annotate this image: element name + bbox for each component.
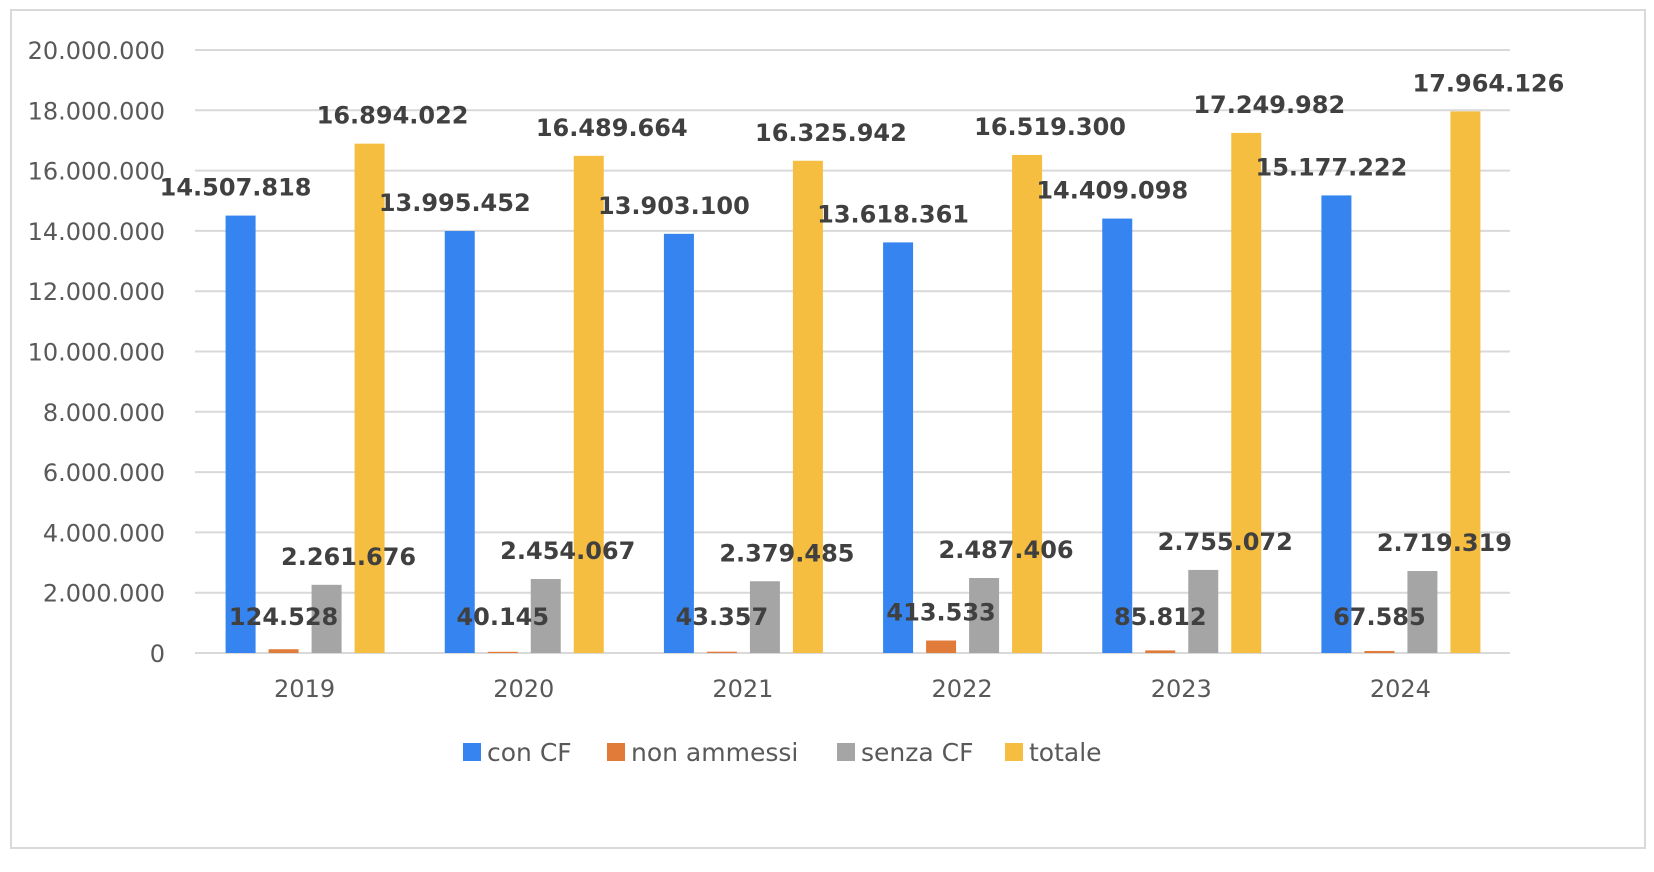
bar-totale bbox=[1450, 111, 1481, 654]
data-label: 2.487.406 bbox=[939, 536, 1074, 564]
data-label: 16.894.022 bbox=[317, 102, 469, 130]
legend-label: con CF bbox=[487, 738, 572, 767]
y-tick-label: 16.000.000 bbox=[28, 158, 165, 186]
data-label: 85.812 bbox=[1114, 603, 1207, 631]
data-label: 2.261.676 bbox=[281, 543, 416, 571]
y-axis-ticks: 0 2.000.000 4.000.000 6.000.000 8.000.000 10.… bbox=[28, 37, 165, 668]
data-label: 17.249.982 bbox=[1193, 91, 1345, 119]
legend-swatch bbox=[463, 743, 481, 761]
data-label: 16.519.300 bbox=[974, 113, 1126, 141]
bar-senza-CF bbox=[1407, 571, 1438, 653]
x-tick-label: 2022 bbox=[932, 675, 993, 703]
bar-non-ammessi bbox=[706, 651, 737, 653]
legend-label: totale bbox=[1029, 738, 1102, 767]
y-tick-label: 10.000.000 bbox=[28, 339, 165, 367]
bar-senza-CF bbox=[749, 581, 780, 653]
data-label: 13.995.452 bbox=[379, 189, 531, 217]
x-tick-label: 2024 bbox=[1370, 675, 1431, 703]
bar-non-ammessi bbox=[1145, 650, 1176, 653]
legend-swatch bbox=[1005, 743, 1023, 761]
data-label: 17.964.126 bbox=[1413, 69, 1565, 97]
data-label: 15.177.222 bbox=[1256, 153, 1408, 181]
data-label: 2.454.067 bbox=[500, 537, 635, 565]
x-tick-label: 2020 bbox=[493, 675, 554, 703]
x-tick-label: 2023 bbox=[1151, 675, 1212, 703]
data-label: 124.528 bbox=[229, 603, 338, 631]
bar-senza-CF bbox=[969, 578, 1000, 653]
y-tick-label: 14.000.000 bbox=[28, 218, 165, 246]
legend-swatch bbox=[607, 743, 625, 761]
bar-con-CF bbox=[225, 215, 256, 653]
data-label: 2.379.485 bbox=[719, 539, 854, 567]
legend-swatch bbox=[837, 743, 855, 761]
bar-con-CF bbox=[1321, 195, 1352, 654]
bar-non-ammessi bbox=[926, 640, 957, 653]
y-tick-label: 2.000.000 bbox=[43, 580, 165, 608]
bar-non-ammessi bbox=[1364, 650, 1395, 653]
y-tick-label: 6.000.000 bbox=[43, 459, 165, 487]
data-label: 16.489.664 bbox=[536, 114, 688, 142]
data-label: 413.533 bbox=[886, 599, 995, 627]
y-tick-label: 0 bbox=[150, 640, 165, 668]
bar-senza-CF bbox=[311, 584, 342, 653]
y-tick-label: 20.000.000 bbox=[28, 37, 165, 65]
bar-totale bbox=[1231, 132, 1262, 654]
bar-con-CF bbox=[444, 231, 475, 654]
bar-con-CF bbox=[663, 233, 694, 653]
chart-frame bbox=[10, 9, 1646, 849]
data-label: 40.145 bbox=[456, 603, 549, 631]
bar-non-ammessi bbox=[487, 651, 518, 653]
x-tick-label: 2021 bbox=[712, 675, 773, 703]
bar-non-ammessi bbox=[268, 649, 299, 653]
y-tick-label: 8.000.000 bbox=[43, 399, 165, 427]
y-tick-label: 4.000.000 bbox=[43, 519, 165, 547]
x-tick-label: 2019 bbox=[274, 675, 335, 703]
bar-senza-CF bbox=[1188, 569, 1219, 653]
data-label: 14.409.098 bbox=[1036, 177, 1188, 205]
data-label: 16.325.942 bbox=[755, 119, 907, 147]
bar-senza-CF bbox=[530, 579, 561, 653]
bar-con-CF bbox=[883, 242, 914, 653]
data-label: 2.719.319 bbox=[1377, 529, 1512, 557]
data-label: 14.507.818 bbox=[160, 174, 312, 202]
data-label: 13.903.100 bbox=[598, 192, 750, 220]
data-label: 13.618.361 bbox=[817, 200, 969, 228]
x-axis-ticks: 2019 2020 2021 2022 2023 2024 bbox=[274, 675, 1431, 703]
y-tick-label: 18.000.000 bbox=[28, 97, 165, 125]
bar-totale bbox=[354, 143, 385, 653]
data-label: 2.755.072 bbox=[1158, 528, 1293, 556]
data-label: 67.585 bbox=[1333, 603, 1426, 631]
legend: con CF non ammessi senza CF totale bbox=[463, 738, 1102, 767]
bar-totale bbox=[573, 155, 604, 654]
bar-totale bbox=[1012, 154, 1043, 653]
data-label: 43.357 bbox=[676, 603, 769, 631]
y-tick-label: 12.000.000 bbox=[28, 278, 165, 306]
data-labels: 14.507.818 124.528 2.261.676 16.894.022 13.9… bbox=[160, 69, 1565, 631]
gridlines bbox=[195, 49, 1510, 654]
bar-con-CF bbox=[1102, 218, 1133, 654]
legend-label: senza CF bbox=[861, 738, 973, 767]
legend-label: non ammessi bbox=[631, 738, 798, 767]
bar-totale bbox=[792, 160, 823, 654]
bars bbox=[225, 111, 1481, 654]
